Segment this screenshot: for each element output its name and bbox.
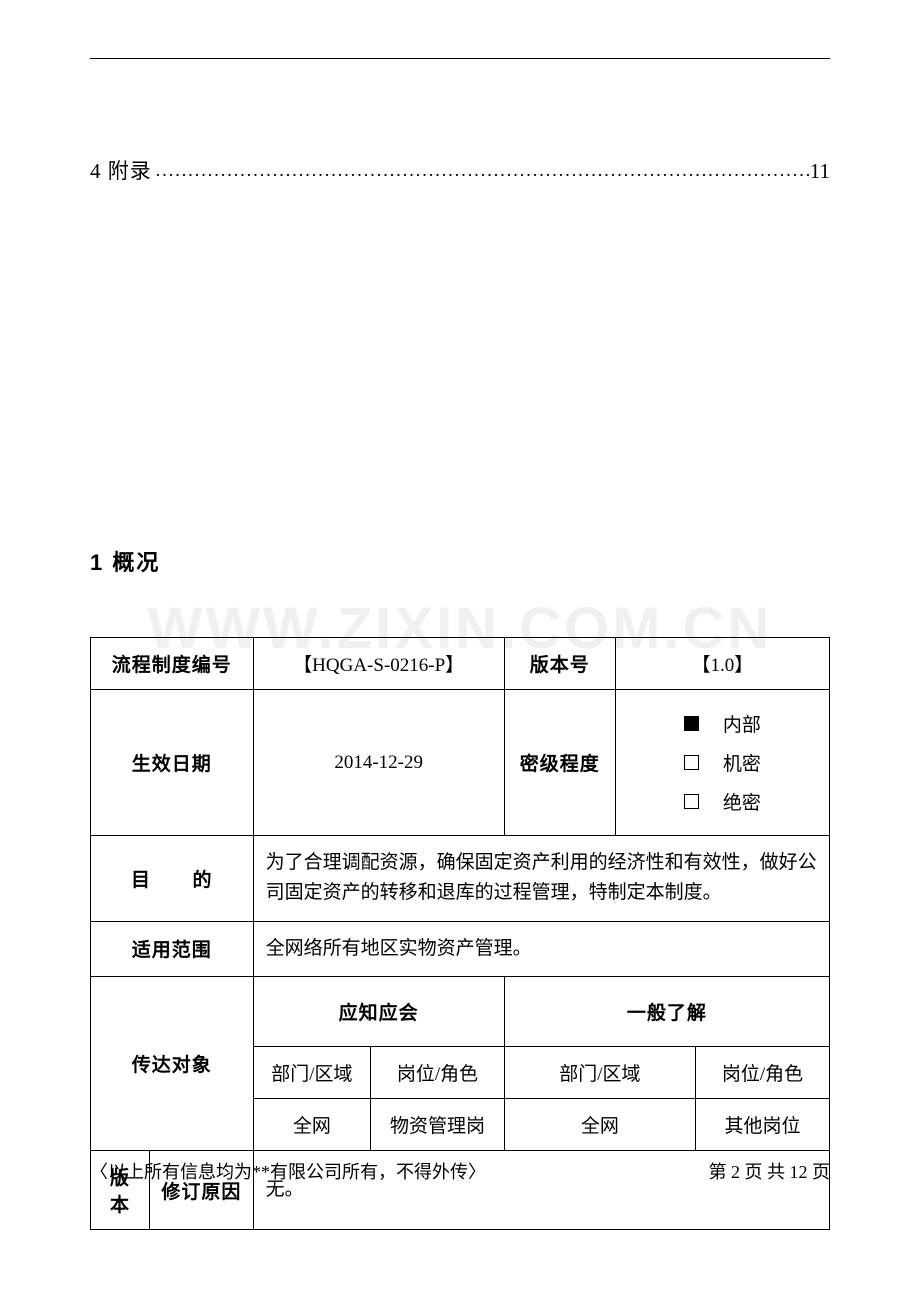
label-secrecy: 密级程度: [504, 690, 615, 836]
value-effective-date: 2014-12-29: [253, 690, 504, 836]
label-version-col: 版本: [91, 1151, 150, 1230]
row-audience-header: 传达对象 应知应会 一般了解: [91, 977, 830, 1047]
label-must-know: 应知应会: [253, 977, 504, 1047]
secrecy-option-confidential: 机密: [684, 749, 761, 776]
value-revision: 无。: [253, 1151, 829, 1230]
toc-entry-label: 4 附录: [90, 155, 152, 185]
label-process-code: 流程制度编号: [91, 638, 254, 690]
row-revision: 版本 修订原因 无。: [91, 1151, 830, 1230]
value-dept2: 全网: [504, 1099, 695, 1151]
toc-entry-dots: ........................................…: [152, 160, 810, 181]
label-dept2: 部门/区域: [504, 1047, 695, 1099]
label-effective-date: 生效日期: [91, 690, 254, 836]
purpose-char2: 的: [193, 865, 213, 892]
toc-entry-page: 11: [810, 159, 830, 184]
label-dept1: 部门/区域: [253, 1047, 371, 1099]
document-page: 4 附录 ...................................…: [0, 0, 920, 1302]
row-purpose: 目 的 为了合理调配资源，确保固定资产利用的经济性和有效性，做好公司固定资产的转…: [91, 836, 830, 922]
row-date: 生效日期 2014-12-29 密级程度 内部 机密 绝密: [91, 690, 830, 836]
secrecy-opt3-label: 绝密: [723, 788, 761, 815]
toc-entry: 4 附录 ...................................…: [90, 155, 830, 185]
value-version: 【1.0】: [615, 638, 829, 690]
secrecy-opt1-label: 内部: [723, 710, 761, 737]
checkbox-empty-icon: [684, 794, 699, 809]
secrecy-option-topsecret: 绝密: [684, 788, 761, 815]
checkbox-filled-icon: [684, 716, 699, 731]
section-1-heading: 1 概况: [90, 545, 830, 577]
value-role1: 物资管理岗: [371, 1099, 505, 1151]
row-code: 流程制度编号 【HQGA-S-0216-P】 版本号 【1.0】: [91, 638, 830, 690]
label-purpose: 目 的: [91, 836, 254, 922]
label-audience: 传达对象: [91, 977, 254, 1151]
value-process-code: 【HQGA-S-0216-P】: [253, 638, 504, 690]
label-revision-reason: 修订原因: [150, 1151, 253, 1230]
purpose-char1: 目: [131, 865, 151, 892]
label-role1: 岗位/角色: [371, 1047, 505, 1099]
label-scope: 适用范围: [91, 921, 254, 976]
value-role2: 其他岗位: [695, 1099, 829, 1151]
value-purpose: 为了合理调配资源，确保固定资产利用的经济性和有效性，做好公司固定资产的转移和退库…: [253, 836, 829, 922]
value-scope: 全网络所有地区实物资产管理。: [253, 921, 829, 976]
checkbox-empty-icon: [684, 755, 699, 770]
label-version: 版本号: [504, 638, 615, 690]
secrecy-option-internal: 内部: [684, 710, 761, 737]
value-secrecy: 内部 机密 绝密: [615, 690, 829, 836]
value-dept1: 全网: [253, 1099, 371, 1151]
label-general: 一般了解: [504, 977, 829, 1047]
secrecy-opt2-label: 机密: [723, 749, 761, 776]
row-scope: 适用范围 全网络所有地区实物资产管理。: [91, 921, 830, 976]
label-role2: 岗位/角色: [695, 1047, 829, 1099]
header-rule: [90, 58, 830, 60]
info-table: 流程制度编号 【HQGA-S-0216-P】 版本号 【1.0】 生效日期 20…: [90, 637, 830, 1230]
